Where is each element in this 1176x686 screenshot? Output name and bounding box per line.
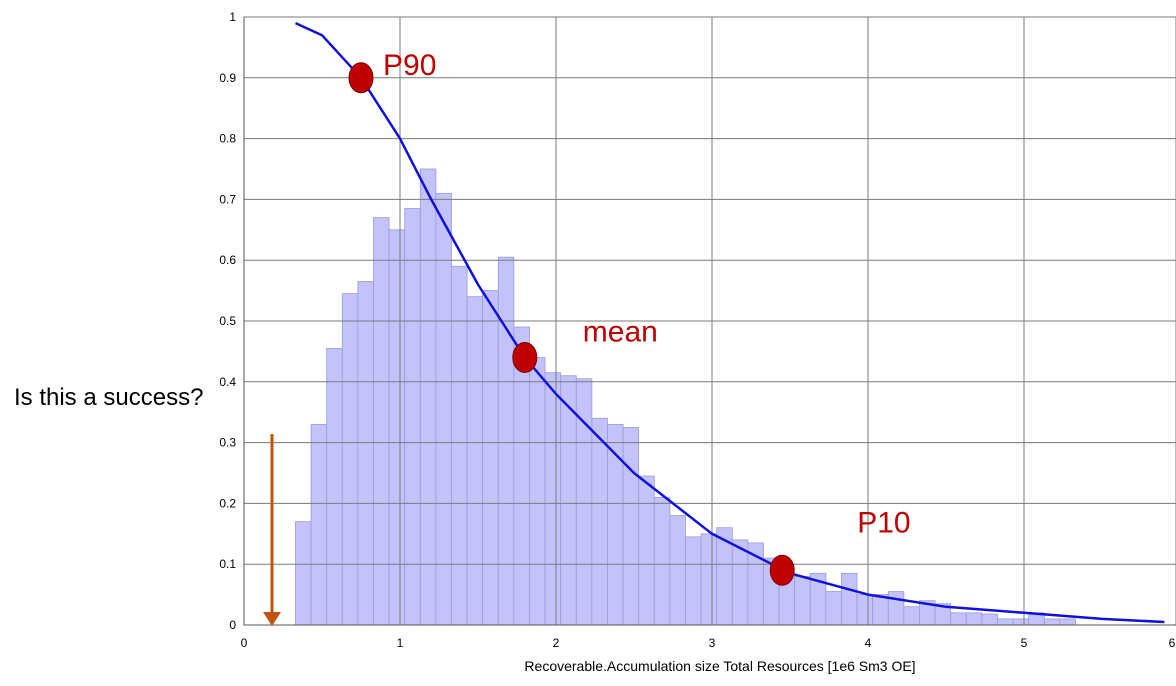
- histogram-bar: [731, 539, 749, 626]
- histogram-bar: [497, 256, 515, 626]
- exceedance-curve: [294, 21, 1165, 624]
- histogram-bar: [591, 417, 608, 626]
- histogram-bar: [451, 265, 468, 626]
- y-tick-label: 0.8: [219, 132, 236, 146]
- y-tick-label: 0.1: [219, 557, 236, 571]
- histogram-bar: [295, 521, 312, 626]
- y-tick-label: 0.2: [219, 496, 236, 510]
- histogram-bar: [419, 168, 437, 626]
- y-tick-label: 1: [229, 10, 236, 24]
- histogram-bar: [529, 357, 546, 626]
- histogram-bar: [1059, 618, 1076, 626]
- y-tick-label: 0.6: [219, 253, 236, 267]
- histogram-bar: [1043, 618, 1061, 626]
- marker-label: P10: [857, 506, 910, 539]
- histogram-bar: [872, 594, 889, 626]
- histogram-bar: [622, 426, 640, 626]
- histogram-bar: [950, 612, 967, 626]
- histogram-bar: [981, 613, 998, 626]
- y-tick-label: 0.3: [219, 436, 236, 450]
- y-tick-label: 0.4: [219, 375, 236, 389]
- markers: P90 mean P10: [348, 49, 911, 586]
- histogram-bars: [295, 168, 1076, 626]
- tick-labels: 0 0.1 0.2 0.3 0.4 0.5 0.6 0.7 0.8 0.9 1 0 1 2 3 4 5 6: [219, 10, 1175, 650]
- x-tick-label: 5: [1021, 636, 1028, 650]
- histogram-bar: [997, 618, 1014, 626]
- histogram-bar: [669, 515, 686, 626]
- exceedance-curve-layer: [294, 21, 1165, 624]
- histogram-bar: [653, 496, 671, 626]
- histogram-bar: [482, 290, 499, 626]
- x-tick-label: 2: [553, 636, 560, 650]
- x-tick-label: 4: [865, 636, 872, 650]
- histogram-bar: [1012, 618, 1030, 626]
- marker-label: P90: [383, 49, 436, 82]
- histogram-bar: [404, 208, 421, 626]
- histogram-bar: [700, 533, 718, 626]
- x-tick-label: 6: [1169, 636, 1176, 650]
- marker-point: [769, 554, 795, 586]
- histogram-bar: [965, 612, 983, 626]
- histogram-bar: [856, 594, 874, 626]
- histogram-bar: [466, 296, 484, 626]
- question-annotation: Is this a success?: [14, 384, 203, 411]
- histogram-bar: [326, 347, 343, 626]
- x-tick-label: 0: [241, 636, 248, 650]
- histogram-bar: [310, 423, 328, 626]
- histogram-bar: [794, 575, 811, 626]
- histogram-bar: [825, 591, 842, 626]
- y-tick-label: 0.5: [219, 314, 236, 328]
- x-tick-label: 3: [709, 636, 716, 650]
- histogram-bar: [841, 572, 858, 626]
- histogram-bar: [887, 591, 905, 626]
- histogram-bar: [903, 606, 920, 626]
- histogram-bar: [638, 475, 655, 626]
- marker-label: mean: [583, 315, 658, 348]
- histogram-bar: [388, 229, 406, 626]
- arrow-head: [263, 612, 281, 626]
- histogram-bar: [357, 281, 374, 626]
- histogram-bar: [544, 372, 562, 626]
- marker-point: [512, 341, 538, 373]
- marker-point: [348, 62, 374, 94]
- histogram-bar: [341, 293, 359, 626]
- x-tick-label: 1: [397, 636, 404, 650]
- x-axis-label: Recoverable.Accumulation size Total Reso…: [524, 658, 915, 674]
- histogram-bar: [685, 536, 702, 626]
- histogram-bar: [435, 192, 452, 626]
- y-tick-label: 0.9: [219, 71, 236, 85]
- y-tick-label: 0: [229, 618, 236, 632]
- y-tick-label: 0.7: [219, 192, 236, 206]
- down-arrow-annotation: [263, 434, 281, 626]
